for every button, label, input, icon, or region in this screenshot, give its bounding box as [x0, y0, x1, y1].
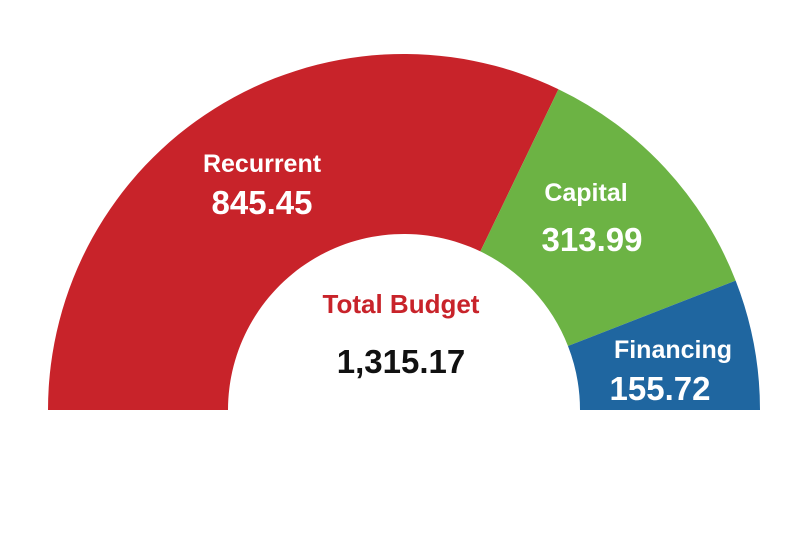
- label-recurrent-name: Recurrent: [203, 150, 322, 178]
- slice-financing: [567, 280, 760, 410]
- slice-recurrent: [48, 53, 559, 411]
- label-financing-value: 155.72: [610, 370, 711, 407]
- label-capital-value: 313.99: [542, 221, 643, 258]
- center-label: Total Budget: [323, 289, 480, 319]
- center-value: 1,315.17: [337, 343, 465, 380]
- label-capital-name: Capital: [544, 179, 627, 207]
- slice-capital: [480, 89, 736, 347]
- label-financing-name: Financing: [614, 336, 732, 364]
- label-recurrent-value: 845.45: [212, 184, 313, 221]
